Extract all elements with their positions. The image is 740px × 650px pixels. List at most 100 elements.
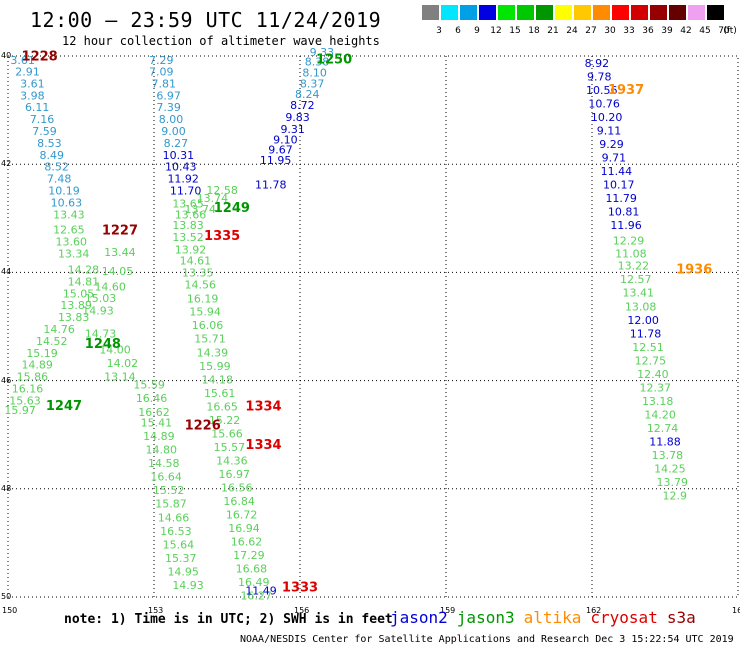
wave-height-value: 8.00 — [159, 113, 184, 126]
wave-height-value: 11.78 — [630, 327, 662, 340]
wave-height-value: 10.20 — [591, 111, 623, 124]
wave-height-value: 14.20 — [644, 408, 676, 421]
satellite-name: s3a — [666, 608, 696, 627]
wave-height-value: 9.11 — [597, 124, 622, 137]
pass-time-label: 1248 — [85, 337, 121, 352]
wave-height-value: 14.58 — [148, 457, 180, 470]
pass-time-label: 1249 — [214, 201, 250, 216]
legend-label: 42 — [680, 26, 692, 36]
pass-time-label: 1936 — [676, 262, 712, 277]
wave-height-value: 13.79 — [657, 476, 689, 489]
legend-unit: (ft) — [723, 26, 737, 36]
wave-height-value: 13.44 — [104, 246, 136, 259]
wave-height-value: 14.56 — [184, 279, 216, 292]
wave-height-value: 14.76 — [43, 323, 75, 336]
longitude-label: 150 — [2, 606, 18, 615]
legend-swatch — [479, 5, 496, 20]
satellite-name: cryosat — [590, 608, 658, 627]
wave-height-value: 16.19 — [187, 293, 219, 306]
legend-swatch — [441, 5, 458, 20]
wave-height-value: 12.00 — [627, 314, 659, 327]
wave-height-value: 16.68 — [236, 563, 268, 576]
wave-height-value: 14.93 — [82, 305, 114, 318]
latitude-label: 50 — [1, 592, 12, 601]
legend-swatch — [707, 5, 724, 20]
legend-label: 39 — [661, 26, 673, 36]
wave-height-value: 13.83 — [58, 311, 90, 324]
wave-height-value: 14.73 — [85, 327, 117, 340]
wave-height-value: 15.87 — [155, 498, 187, 511]
legend-label: 36 — [642, 26, 654, 36]
longitude-label: 165 — [732, 606, 740, 615]
legend-label: 6 — [455, 26, 461, 36]
legend-swatch — [536, 5, 553, 20]
wave-height-value: 13.89 — [60, 299, 92, 312]
wave-height-value: 13.35 — [182, 267, 214, 280]
wave-height-value: 8.53 — [37, 137, 62, 150]
legend-swatch — [460, 5, 477, 20]
wave-height-value: 13.74 — [197, 192, 229, 205]
wave-height-value: 8.49 — [40, 149, 65, 162]
wave-height-value: 13.78 — [652, 449, 684, 462]
wave-height-value: 10.56 — [586, 84, 618, 97]
legend-swatch — [688, 5, 705, 20]
pass-time-label: 1228 — [22, 49, 58, 64]
legend-label: 70 — [718, 26, 730, 36]
wave-height-value: 9.00 — [161, 125, 186, 138]
legend-swatch — [669, 5, 686, 20]
wave-height-value: 8.27 — [164, 137, 189, 150]
wave-height-value: 7.09 — [149, 65, 174, 78]
wave-height-value: 14.89 — [143, 430, 175, 443]
satellite-name: altika — [523, 608, 582, 627]
pass-time-label: 1334 — [245, 399, 281, 414]
wave-height-value: 16.84 — [223, 495, 255, 508]
pass-time-label: 1226 — [185, 418, 221, 433]
wave-height-value: 9.83 — [285, 111, 310, 124]
wave-height-value: 16.46 — [136, 392, 168, 405]
wave-height-value: 6.11 — [25, 101, 50, 114]
legend-swatch — [593, 5, 610, 20]
wave-height-value: 10.76 — [588, 97, 620, 110]
legend-label: 12 — [490, 26, 502, 36]
pass-time-label: 1227 — [102, 224, 138, 239]
wave-height-value: 14.60 — [94, 280, 126, 293]
wave-height-value: 15.22 — [209, 414, 241, 427]
legend-label: 45 — [699, 26, 711, 36]
wave-height-value: 3.98 — [20, 89, 45, 102]
wave-height-value: 10.81 — [608, 206, 640, 219]
wave-height-value: 15.61 — [204, 387, 236, 400]
wave-height-value: 14.36 — [216, 454, 248, 467]
wave-height-value: 8.92 — [585, 57, 610, 70]
wave-height-value: 16.06 — [192, 319, 224, 332]
legend-swatch — [612, 5, 629, 20]
wave-height-value: 13.43 — [53, 208, 85, 221]
wave-height-value: 8.24 — [295, 88, 320, 101]
pass-time-label: 1250 — [316, 53, 352, 68]
wave-height-value: 7.39 — [156, 101, 181, 114]
wave-height-value: 15.99 — [199, 360, 231, 373]
wave-height-value: 16.64 — [150, 471, 182, 484]
legend-label: 27 — [585, 26, 597, 36]
pass-time-label: 1247 — [46, 399, 82, 414]
wave-height-value: 13.66 — [175, 208, 207, 221]
wave-height-value: 2.91 — [15, 65, 40, 78]
pass-time-label: 1333 — [282, 581, 318, 596]
wave-height-value: 10.63 — [51, 196, 83, 209]
wave-height-value: 11.95 — [260, 154, 292, 167]
wave-height-value: 9.10 — [273, 134, 298, 147]
wave-height-value: 13.65 — [172, 197, 204, 210]
legend-swatch — [631, 5, 648, 20]
wave-height-value: 13.92 — [175, 243, 207, 256]
wave-height-value: 14.52 — [36, 335, 68, 348]
latitude-label: 40 — [1, 51, 12, 60]
wave-height-value: 16.53 — [160, 525, 192, 538]
legend-swatch — [555, 5, 572, 20]
wave-height-value: 15.94 — [189, 306, 221, 319]
pass-time-label: 1937 — [608, 83, 644, 98]
wave-height-value: 14.95 — [167, 565, 199, 578]
legend-label: 24 — [566, 26, 578, 36]
wave-height-value: 7.16 — [30, 113, 55, 126]
latitude-label: 44 — [1, 267, 12, 277]
wave-height-value: 12.9 — [662, 490, 687, 503]
